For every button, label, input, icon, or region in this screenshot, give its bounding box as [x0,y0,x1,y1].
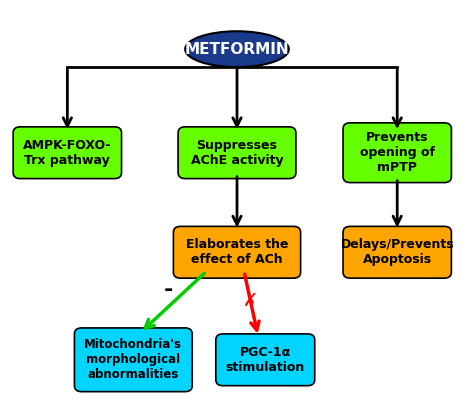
FancyBboxPatch shape [216,334,315,386]
Text: -: - [164,280,173,300]
Text: Delays/Prevents
Apoptosis: Delays/Prevents Apoptosis [340,238,454,266]
Text: Suppresses
AChE activity: Suppresses AChE activity [191,139,283,167]
FancyBboxPatch shape [343,227,451,278]
FancyBboxPatch shape [178,127,296,178]
Text: Elaborates the
effect of ACh: Elaborates the effect of ACh [186,238,288,266]
FancyBboxPatch shape [13,127,121,178]
Text: METFORMIN: METFORMIN [185,42,289,57]
Text: AMPK-FOXO-
Trx pathway: AMPK-FOXO- Trx pathway [23,139,111,167]
Text: Mitochondria's
morphological
abnormalities: Mitochondria's morphological abnormaliti… [84,338,182,381]
FancyBboxPatch shape [173,227,301,278]
Ellipse shape [185,31,289,67]
Text: PGC-1α
stimulation: PGC-1α stimulation [226,346,305,374]
Text: Prevents
opening of
mPTP: Prevents opening of mPTP [360,131,435,174]
FancyBboxPatch shape [343,123,451,182]
FancyBboxPatch shape [74,328,192,392]
Text: ✗: ✗ [243,292,258,310]
